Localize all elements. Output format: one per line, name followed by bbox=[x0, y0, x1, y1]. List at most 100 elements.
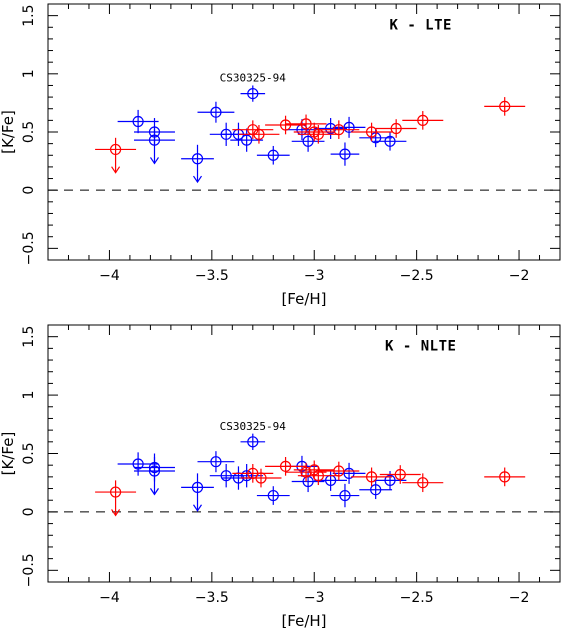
x-tick-label: −2.5 bbox=[400, 590, 434, 606]
point-marker bbox=[247, 87, 259, 100]
data-point bbox=[134, 457, 175, 496]
data-point bbox=[332, 462, 366, 484]
data-point bbox=[318, 461, 360, 481]
x-tick-label: −2.5 bbox=[400, 268, 434, 284]
data-point bbox=[256, 486, 290, 505]
y-tick-label: −0.5 bbox=[21, 231, 37, 265]
data-point bbox=[297, 466, 339, 486]
point-marker bbox=[390, 122, 402, 135]
point-marker bbox=[148, 134, 161, 146]
data-point bbox=[330, 483, 360, 508]
point-marker bbox=[302, 135, 314, 147]
x-tick-label: −3.5 bbox=[195, 590, 229, 606]
x-axis-label: [Fe/H] bbox=[281, 612, 326, 630]
y-tick-label: 0.5 bbox=[21, 442, 37, 464]
data-point bbox=[238, 125, 280, 144]
x-tick-label: −2 bbox=[509, 590, 530, 606]
point-marker bbox=[370, 132, 382, 144]
arrow-head bbox=[111, 509, 121, 517]
x-axis-label: [Fe/H] bbox=[281, 290, 326, 308]
point-marker bbox=[132, 115, 144, 128]
y-axis-label: [K/Fe] bbox=[0, 110, 17, 154]
point-marker bbox=[109, 143, 122, 156]
data-point bbox=[197, 101, 235, 123]
point-marker bbox=[333, 124, 345, 136]
series-red bbox=[95, 457, 526, 517]
data-point bbox=[351, 467, 393, 487]
point-marker bbox=[109, 486, 122, 498]
point-marker bbox=[253, 128, 265, 140]
data-point bbox=[379, 465, 421, 484]
point-marker bbox=[370, 484, 382, 496]
point-marker bbox=[241, 134, 253, 146]
x-tick-label: −4 bbox=[99, 590, 120, 606]
data-point bbox=[95, 137, 137, 174]
data-point bbox=[332, 116, 366, 138]
panel-k-nlte: −4 −3.5 −3 −2.5 −2 −0.5 0 0.5 1 1.5 [Fe/H] [K/Fe] K … bbox=[0, 324, 561, 630]
data-point bbox=[285, 114, 327, 134]
series-red bbox=[95, 97, 526, 174]
data-point bbox=[134, 126, 175, 165]
data-point bbox=[291, 471, 325, 493]
data-point bbox=[314, 118, 348, 139]
y-axis-label: [K/Fe] bbox=[0, 432, 17, 476]
point-marker bbox=[279, 119, 292, 131]
y-tick-label: 1 bbox=[21, 69, 37, 78]
panel-k-lte: −4 −3.5 −3 −2.5 −2 −0.5 0 0.5 1 1.5 [Fe/H] [K/Fe] K … bbox=[0, 3, 561, 308]
point-marker bbox=[255, 472, 267, 484]
data-point bbox=[484, 467, 526, 487]
point-marker bbox=[300, 466, 312, 478]
data-point bbox=[373, 471, 407, 490]
arrow-head bbox=[149, 157, 159, 165]
point-marker bbox=[148, 465, 161, 477]
point-marker bbox=[279, 460, 292, 472]
star-annotation: CS30325-94 bbox=[220, 420, 287, 433]
data-point bbox=[402, 473, 444, 493]
point-marker bbox=[499, 471, 511, 483]
point-marker bbox=[499, 100, 511, 113]
data-point bbox=[240, 433, 266, 450]
point-marker bbox=[384, 474, 396, 486]
y-tick-label: −0.5 bbox=[21, 553, 37, 587]
data-point bbox=[240, 468, 282, 488]
y-tick-label: 0.5 bbox=[21, 121, 37, 143]
y-tick-label: 1.5 bbox=[21, 326, 37, 348]
data-point bbox=[402, 111, 444, 130]
data-point bbox=[230, 128, 264, 152]
point-marker bbox=[191, 153, 204, 165]
data-point bbox=[181, 473, 214, 512]
data-point bbox=[318, 120, 360, 139]
data-point bbox=[117, 109, 159, 134]
arrow-head bbox=[193, 504, 203, 512]
point-marker bbox=[267, 489, 279, 502]
point-marker bbox=[417, 114, 429, 126]
data-point bbox=[359, 480, 393, 500]
data-point bbox=[95, 480, 137, 517]
arrow-head bbox=[193, 175, 203, 184]
point-marker bbox=[343, 121, 355, 133]
point-marker bbox=[384, 135, 396, 147]
point-marker bbox=[333, 465, 345, 477]
data-point bbox=[351, 122, 393, 142]
x-tick-label: −2 bbox=[509, 268, 530, 284]
panel-label: K - NLTE bbox=[385, 339, 456, 355]
arrow-head bbox=[111, 166, 121, 174]
x-tick-label: −3 bbox=[304, 590, 325, 606]
data-point bbox=[373, 132, 407, 151]
point-marker bbox=[300, 118, 312, 130]
series-blue bbox=[117, 85, 407, 184]
arrow-head bbox=[149, 488, 159, 496]
point-marker bbox=[325, 122, 337, 135]
data-point bbox=[375, 119, 417, 138]
y-tick-label: 1.5 bbox=[21, 5, 37, 27]
point-marker bbox=[365, 471, 378, 483]
star-annotation: CS30325-94 bbox=[220, 72, 287, 85]
point-marker bbox=[247, 436, 259, 448]
data-point bbox=[240, 85, 266, 102]
y-tick-label: 1 bbox=[21, 391, 37, 400]
point-marker bbox=[339, 148, 351, 160]
point-marker bbox=[241, 470, 253, 482]
x-tick-label: −4 bbox=[99, 268, 120, 284]
y-tick-label: 0 bbox=[21, 507, 37, 516]
